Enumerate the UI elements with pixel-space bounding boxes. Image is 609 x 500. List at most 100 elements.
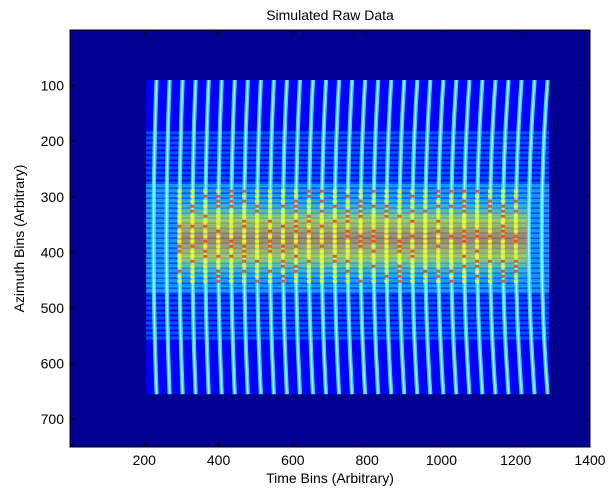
- hot-speckle: [410, 234, 415, 238]
- hot-speckle: [293, 259, 298, 263]
- hot-speckle: [436, 259, 441, 263]
- hot-speckle: [500, 269, 505, 273]
- hot-speckle: [216, 199, 221, 203]
- hot-speckle: [268, 214, 273, 218]
- hot-speckle: [358, 214, 363, 218]
- hot-speckle: [475, 204, 480, 208]
- hot-speckle: [332, 244, 337, 248]
- hot-speckle: [280, 224, 285, 228]
- hot-speckle: [345, 204, 350, 208]
- hot-speckle: [255, 209, 260, 213]
- hot-speckle: [190, 214, 195, 218]
- hot-speckle: [487, 259, 492, 263]
- y-tick-label: 200: [41, 133, 65, 149]
- hot-speckle: [475, 269, 480, 273]
- hot-speckle: [487, 209, 492, 213]
- hot-speckle: [177, 209, 182, 213]
- hot-speckle: [293, 254, 298, 258]
- hot-speckle: [306, 279, 311, 283]
- hot-speckle: [384, 279, 389, 283]
- hot-speckle: [242, 244, 247, 248]
- hot-speckle: [345, 239, 350, 243]
- hot-speckle: [449, 264, 454, 268]
- hot-speckle: [358, 279, 363, 283]
- hot-speckle: [423, 199, 428, 203]
- hot-speckle: [410, 194, 415, 198]
- hot-speckle: [345, 254, 350, 258]
- hot-speckle: [345, 249, 350, 253]
- hot-speckle: [513, 274, 518, 278]
- x-tick-label: 200: [133, 452, 157, 468]
- hot-speckle: [242, 194, 247, 198]
- hot-speckle: [513, 219, 518, 223]
- hot-speckle: [423, 224, 428, 228]
- hot-speckle: [475, 189, 480, 193]
- hot-speckle: [462, 219, 467, 223]
- hot-speckle: [203, 229, 208, 233]
- hot-speckle: [423, 229, 428, 233]
- y-tick-label: 700: [41, 411, 65, 427]
- hot-speckle: [436, 204, 441, 208]
- hot-speckle: [280, 264, 285, 268]
- hot-speckle: [332, 194, 337, 198]
- hot-speckle: [319, 269, 324, 273]
- hot-speckle: [436, 224, 441, 228]
- hot-region: [177, 189, 527, 286]
- hot-speckle: [268, 224, 273, 228]
- hot-speckle: [397, 214, 402, 218]
- hot-speckle: [306, 244, 311, 248]
- hot-speckle: [216, 214, 221, 218]
- hot-speckle: [436, 239, 441, 243]
- hot-speckle: [449, 219, 454, 223]
- y-tick-label: 100: [41, 78, 65, 94]
- hot-speckle: [371, 259, 376, 263]
- hot-speckle: [513, 204, 518, 208]
- hot-speckle: [306, 209, 311, 213]
- hot-speckle: [216, 254, 221, 258]
- hot-speckle: [242, 254, 247, 258]
- hot-speckle: [410, 199, 415, 203]
- hot-speckle: [436, 214, 441, 218]
- hot-speckle: [513, 264, 518, 268]
- hot-speckle: [306, 189, 311, 193]
- hot-speckle: [345, 234, 350, 238]
- hot-speckle: [293, 279, 298, 283]
- hot-speckle: [255, 254, 260, 258]
- hot-speckle: [397, 279, 402, 283]
- hot-speckle: [513, 194, 518, 198]
- hot-speckle: [410, 224, 415, 228]
- hot-speckle: [513, 229, 518, 233]
- hot-speckle: [216, 219, 221, 223]
- hot-speckle: [177, 274, 182, 278]
- hot-speckle: [229, 274, 234, 278]
- hot-speckle: [358, 254, 363, 258]
- hot-speckle: [332, 259, 337, 263]
- hot-speckle: [475, 259, 480, 263]
- hot-speckle: [242, 204, 247, 208]
- hot-speckle: [475, 229, 480, 233]
- hot-speckle: [487, 189, 492, 193]
- hot-speckle: [358, 244, 363, 248]
- hot-speckle: [449, 204, 454, 208]
- hot-speckle: [190, 269, 195, 273]
- hot-speckle: [410, 279, 415, 283]
- hot-speckle: [177, 194, 182, 198]
- hot-speckle: [216, 194, 221, 198]
- hot-speckle: [436, 189, 441, 193]
- hot-speckle: [293, 249, 298, 253]
- hot-speckle: [436, 229, 441, 233]
- hot-speckle: [203, 234, 208, 238]
- hot-speckle: [177, 244, 182, 248]
- hot-speckle: [255, 229, 260, 233]
- hot-speckle: [410, 259, 415, 263]
- hot-speckle: [358, 264, 363, 268]
- hot-speckle: [255, 219, 260, 223]
- x-axis: 200 400 600 800 1000 1200 1400: [133, 30, 606, 468]
- hot-speckle: [436, 279, 441, 283]
- hot-speckle: [332, 204, 337, 208]
- hot-speckle: [449, 244, 454, 248]
- hot-speckle: [397, 189, 402, 193]
- hot-speckle: [242, 259, 247, 263]
- hot-speckle: [319, 274, 324, 278]
- hot-speckle: [190, 219, 195, 223]
